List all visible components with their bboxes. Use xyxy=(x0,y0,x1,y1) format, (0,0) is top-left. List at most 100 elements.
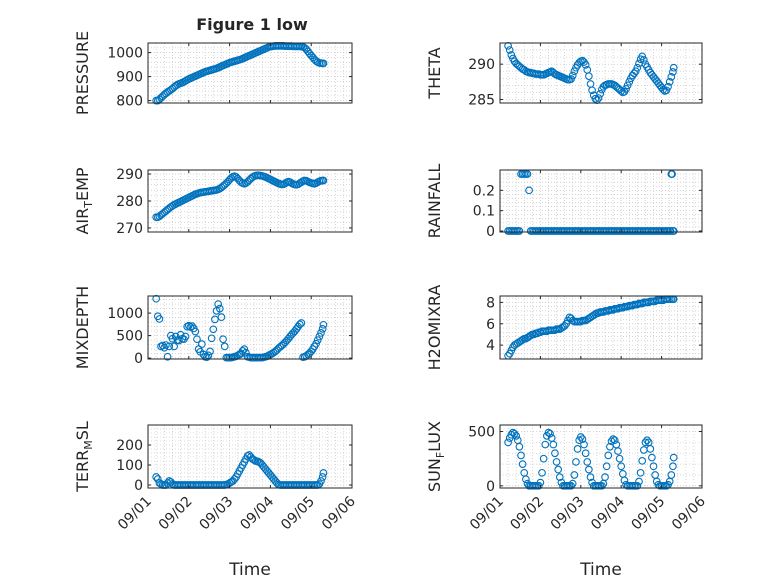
y-tick-label: 0 xyxy=(134,478,143,494)
axes-box xyxy=(147,295,353,360)
axes-box xyxy=(499,169,703,233)
data-point xyxy=(544,428,553,437)
y-tick-label: 0 xyxy=(486,479,495,495)
data-point xyxy=(567,75,575,83)
y-tick-label: 290 xyxy=(468,57,495,73)
y-tick-label: 200 xyxy=(116,438,143,454)
y-tick-label: 1000 xyxy=(107,46,143,62)
data-point xyxy=(188,322,196,331)
data-point xyxy=(163,352,172,361)
data-point xyxy=(641,438,650,447)
data-point xyxy=(202,353,211,362)
data-point xyxy=(649,462,658,471)
data-point xyxy=(664,82,672,91)
data-point xyxy=(591,94,600,103)
plot-area xyxy=(500,170,702,232)
data-point xyxy=(625,77,634,86)
data-point xyxy=(633,63,642,72)
data-point xyxy=(319,469,328,477)
data-point xyxy=(586,473,595,481)
data-point xyxy=(219,335,227,344)
data-point xyxy=(585,72,593,81)
data-point xyxy=(313,336,322,344)
y-axis-label: AIRTEMP xyxy=(73,167,95,234)
data-point xyxy=(635,477,643,486)
data-point xyxy=(515,442,524,451)
data-point xyxy=(215,304,224,313)
data-point xyxy=(551,449,559,458)
subplot-pressure: 800 900 1000 PRESSURE xyxy=(73,31,353,115)
data-point xyxy=(580,440,588,449)
data-point xyxy=(319,320,328,329)
data-point xyxy=(214,300,223,308)
y-tick-label: 280 xyxy=(116,194,143,210)
data-point xyxy=(666,227,675,235)
data-point xyxy=(667,73,676,81)
series-markers xyxy=(504,170,678,235)
data-point xyxy=(315,332,324,341)
data-point xyxy=(507,430,516,439)
data-point xyxy=(669,63,678,72)
data-point xyxy=(643,436,651,445)
data-point xyxy=(604,451,613,460)
y-axis-label: TERRMSL xyxy=(73,421,95,493)
data-point xyxy=(585,465,593,474)
y-tick-label: 500 xyxy=(116,329,143,345)
data-point xyxy=(630,69,638,78)
data-point xyxy=(596,89,605,98)
data-point xyxy=(648,453,656,462)
data-point xyxy=(510,429,519,438)
data-point xyxy=(615,454,624,463)
data-point xyxy=(217,313,226,322)
data-point xyxy=(638,52,647,61)
data-point xyxy=(518,335,527,344)
y-tick-label: 0 xyxy=(486,224,495,240)
data-point xyxy=(610,436,619,445)
y-axis-label: H2OMIXRA xyxy=(425,285,444,371)
figure-title: Figure 1 low xyxy=(196,15,308,34)
data-point xyxy=(211,315,219,324)
data-point xyxy=(220,342,229,351)
data-point xyxy=(152,473,161,481)
data-point xyxy=(541,440,550,449)
subplot-air-temp: 270 280 290 AIRTEMP xyxy=(73,167,353,237)
plot-area xyxy=(500,425,702,488)
axes-box xyxy=(499,42,703,104)
data-point xyxy=(667,471,676,479)
data-point xyxy=(181,332,190,341)
x-axis-label: Time xyxy=(228,560,271,580)
data-point xyxy=(669,453,678,462)
data-point xyxy=(507,51,516,59)
data-point xyxy=(609,435,617,443)
data-point xyxy=(165,342,174,351)
data-point xyxy=(317,329,325,337)
data-point xyxy=(617,462,626,471)
y-tick-label: 1000 xyxy=(107,306,143,322)
data-point xyxy=(295,320,304,329)
data-point xyxy=(597,481,606,490)
y-axis-label: RAINFALL xyxy=(425,164,444,239)
y-tick-label: 0 xyxy=(134,351,143,367)
data-point xyxy=(570,67,579,76)
data-point xyxy=(155,315,164,323)
grid xyxy=(499,169,703,232)
data-point xyxy=(191,327,200,336)
data-point xyxy=(193,335,201,344)
data-point xyxy=(240,345,249,353)
data-point xyxy=(578,435,587,443)
data-point xyxy=(570,471,579,479)
data-point xyxy=(622,85,630,93)
data-point xyxy=(665,77,674,86)
y-tick-label: 6 xyxy=(486,317,495,333)
data-point xyxy=(504,438,512,447)
axes-box xyxy=(147,424,353,489)
data-point xyxy=(614,447,622,455)
data-point xyxy=(573,445,582,453)
y-tick-label: 500 xyxy=(468,425,495,441)
data-point xyxy=(568,71,577,80)
y-axis-label: SUNFLUX xyxy=(425,421,447,492)
data-point xyxy=(525,186,533,195)
data-point xyxy=(639,56,648,64)
data-point xyxy=(319,59,328,68)
